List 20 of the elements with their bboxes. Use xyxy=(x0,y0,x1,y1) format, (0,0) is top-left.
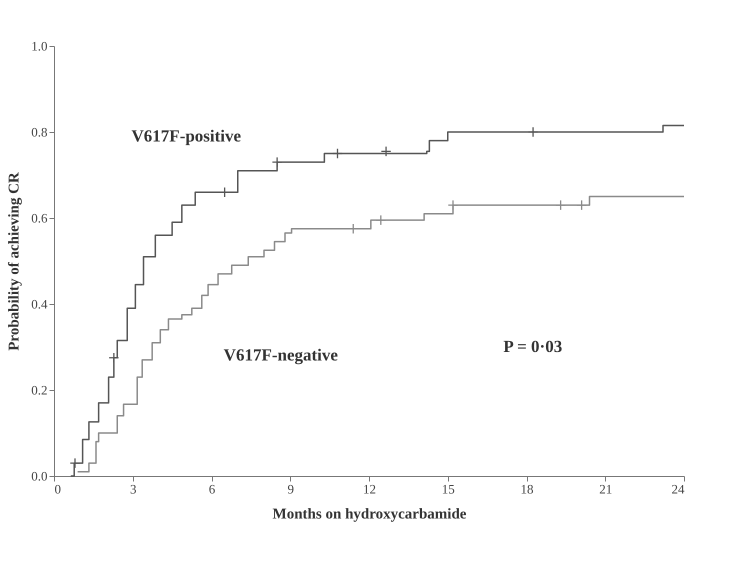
y-tick-label: 0.6 xyxy=(31,210,48,226)
series-label: V617F-positive xyxy=(132,126,242,146)
y-tick-label: 0.2 xyxy=(31,382,48,398)
y-tick-label: 0.8 xyxy=(31,124,48,140)
x-tick-label: 15 xyxy=(442,482,455,496)
x-tick-label: 18 xyxy=(520,482,534,496)
x-tick-label: 3 xyxy=(130,482,136,496)
x-tick-label: 21 xyxy=(599,482,612,496)
x-axis-title: Months on hydroxycarbamide xyxy=(272,506,467,522)
y-axis-title: Probability of achieving CR xyxy=(6,172,22,351)
x-tick-label: 12 xyxy=(363,482,376,496)
x-tick-label: 24 xyxy=(672,482,685,496)
text: V617F-negative xyxy=(224,346,338,365)
x-tick-label: 6 xyxy=(208,482,216,496)
y-tick-label: 0.4 xyxy=(31,296,48,312)
y-tick-label: 1.0 xyxy=(31,38,48,54)
y-tick-label: 0.0 xyxy=(31,468,48,484)
x-tick-label: 9 xyxy=(288,482,294,496)
x-tick-label: 0 xyxy=(54,482,61,496)
annotation: P = 0·03 xyxy=(503,337,562,356)
